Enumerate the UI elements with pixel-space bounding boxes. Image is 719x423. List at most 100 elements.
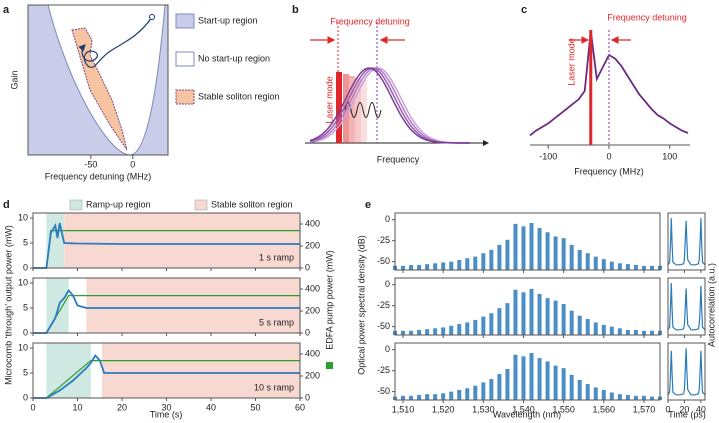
x-tick-label: 1,540 <box>512 404 535 414</box>
x-tick-label: 0 <box>30 402 35 412</box>
axes-frame <box>667 277 706 336</box>
x-tick-label: 40 <box>696 404 706 414</box>
y-tick-label: 0 <box>23 392 28 402</box>
y2-axis-label: EDFA pump power (mW) <box>324 250 334 350</box>
power-line <box>33 222 300 269</box>
legend-swatch <box>175 13 195 29</box>
axes-frame <box>667 342 706 401</box>
y2-tick-label: 400 <box>305 283 320 293</box>
annotation: 10 s ramp <box>254 382 294 392</box>
axes-frame <box>667 212 706 271</box>
legend-swatch <box>175 89 195 105</box>
x-axis-label: Time (ps) <box>668 409 706 419</box>
y-axis-label: Optical power spectral density (dB) <box>356 235 366 375</box>
x-tick-label: 0 <box>606 151 611 161</box>
pump-line <box>33 360 300 399</box>
axes-frame <box>394 212 661 271</box>
x-axis-label: Wavelength (nm) <box>493 409 561 419</box>
legend-label: Ramp-up region <box>86 199 151 209</box>
x-tick-label: 40 <box>206 402 216 412</box>
legend-swatch <box>69 199 83 211</box>
y-tick-label: 0 <box>385 214 390 224</box>
x-tick-label: 1,550 <box>552 404 575 414</box>
trajectory <box>78 16 153 68</box>
y-tick-label: 10 <box>18 277 28 287</box>
x-tick-label: 10 <box>72 402 82 412</box>
panel-label: a <box>3 4 10 16</box>
x-tick-label: 0 <box>130 159 135 169</box>
y-axis-label: Microcomb ‘through’ output power (mW) <box>3 225 13 385</box>
annotation: Laser mode <box>324 76 334 124</box>
annotation: 1 s ramp <box>259 252 294 262</box>
region-band <box>46 278 69 333</box>
power-line <box>33 288 300 334</box>
legend-swatch <box>194 199 208 211</box>
region-band <box>86 278 301 333</box>
laser-trace <box>361 80 367 143</box>
autocorrelation-line <box>667 348 706 396</box>
schematic: Frequency detuning Laser mode Frequency <box>305 16 489 164</box>
legend-swatch <box>175 51 195 67</box>
x-tick-label: 20 <box>679 404 689 414</box>
panel-label: c <box>521 4 527 16</box>
x-tick-label: 1,530 <box>472 404 495 414</box>
region-band <box>101 343 300 398</box>
x-axis-label: Frequency detuning (MHz) <box>45 171 152 181</box>
x-tick-label: 100 <box>662 151 677 161</box>
y-tick-label: 0 <box>385 279 390 289</box>
x-axis-label: Frequency <box>377 154 420 164</box>
y2-key <box>326 362 333 369</box>
laser-trace <box>355 78 361 143</box>
annotation: 5 s ramp <box>259 317 294 327</box>
legend-label: No start-up region <box>198 53 270 63</box>
panel-label: b <box>292 4 299 16</box>
axes-frame <box>394 277 661 336</box>
x-axis-label: Frequency (MHz) <box>574 166 644 176</box>
axes-frame <box>394 342 661 401</box>
y-tick-label: -50 <box>377 256 390 266</box>
x-tick-label: 50 <box>250 402 260 412</box>
axes-frame <box>27 4 169 156</box>
y2-tick-label: 400 <box>305 348 320 358</box>
y-tick-label: -25 <box>377 365 390 375</box>
y-tick-label: 5 <box>23 237 28 247</box>
y-tick-label: -50 <box>377 386 390 396</box>
x-tick-label: -50 <box>84 159 97 169</box>
x-tick-label: 60 <box>295 402 305 412</box>
annotation: Frequency detuning <box>607 12 687 22</box>
legend-label: Start-up region <box>198 15 258 25</box>
x-tick-label: -100 <box>539 151 557 161</box>
y2-tick-label: 0 <box>305 262 310 272</box>
panel-label: e <box>365 199 371 211</box>
y2-tick-label: 200 <box>305 305 320 315</box>
autocorrelation-line <box>667 283 706 331</box>
y-tick-label: 5 <box>23 302 28 312</box>
y-tick-label: 0 <box>385 344 390 354</box>
y2-tick-label: 0 <box>305 327 310 337</box>
spring <box>344 102 382 118</box>
y-axis-label: Gain <box>9 70 19 89</box>
y-tick-label: 0 <box>23 327 28 337</box>
laser-trace <box>349 76 355 143</box>
x-tick-label: 30 <box>161 402 171 412</box>
annotation: Laser mode <box>566 38 576 86</box>
legend-label: Stable soliton region <box>211 199 293 209</box>
region-band <box>64 213 301 268</box>
y-tick-label: 10 <box>18 342 28 352</box>
y2-tick-label: 200 <box>305 240 320 250</box>
legend-label: Stable soliton region <box>198 91 280 101</box>
y-tick-label: 10 <box>18 212 28 222</box>
power-line <box>33 353 300 399</box>
x-axis-label: Time (s) <box>150 409 183 419</box>
y-tick-label: 5 <box>23 367 28 377</box>
x-tick-label: 1,520 <box>432 404 455 414</box>
y-tick-label: 0 <box>23 262 28 272</box>
x-tick-label: 20 <box>117 402 127 412</box>
y2-tick-label: 200 <box>305 370 320 380</box>
laser-mode-bar <box>336 72 342 143</box>
y-tick-label: -25 <box>377 235 390 245</box>
x-tick-label: 1,510 <box>392 404 415 414</box>
resonance-curve <box>309 67 470 144</box>
y2-tick-label: 400 <box>305 218 320 228</box>
